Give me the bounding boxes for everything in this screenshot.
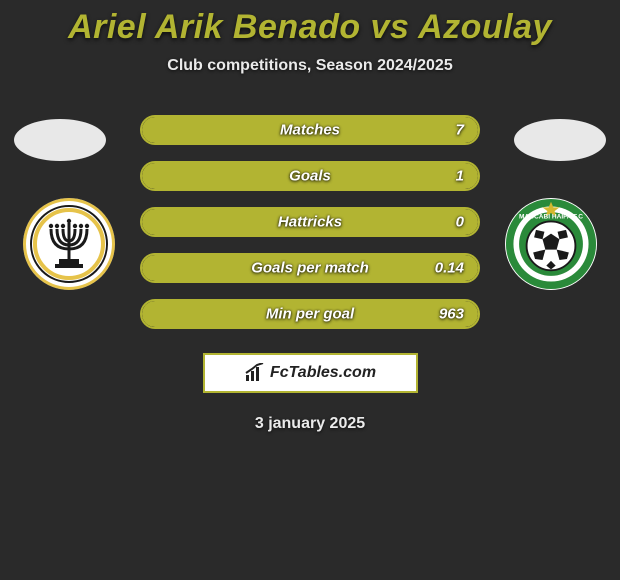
stat-row-min-per-goal: Min per goal 963: [140, 299, 480, 329]
stat-label: Matches: [280, 122, 340, 139]
stat-label: Min per goal: [266, 306, 354, 323]
stat-value: 1: [456, 168, 464, 185]
stat-value: 0: [456, 214, 464, 231]
stat-value: 7: [456, 122, 464, 139]
stat-row-hattricks: Hattricks 0: [140, 207, 480, 237]
brand-box[interactable]: FcTables.com: [203, 353, 418, 393]
club-badge-right: MACCABI HAIFA F.C: [502, 195, 600, 293]
comparison-title: Ariel Arik Benado vs Azoulay: [0, 8, 620, 47]
stat-label: Goals: [289, 168, 331, 185]
svg-text:MACCABI HAIFA F.C: MACCABI HAIFA F.C: [519, 214, 583, 221]
competition-subtitle: Club competitions, Season 2024/2025: [0, 57, 620, 75]
player-avatar-right: [510, 115, 610, 165]
stat-value: 0.14: [435, 260, 464, 277]
stat-rows: Matches 7 Goals 1 Hattricks 0 Goals per …: [140, 115, 480, 329]
stat-value: 963: [439, 306, 464, 323]
stat-row-goals-per-match: Goals per match 0.14: [140, 253, 480, 283]
bar-chart-icon: [244, 363, 266, 383]
brand-text: FcTables.com: [270, 364, 376, 382]
menorah-icon: [30, 205, 108, 283]
stat-row-goals: Goals 1: [140, 161, 480, 191]
stat-row-matches: Matches 7: [140, 115, 480, 145]
club-badge-left: [20, 195, 118, 293]
snapshot-date: 3 january 2025: [0, 415, 620, 433]
player-avatar-left: [10, 115, 110, 165]
comparison-content: MACCABI HAIFA F.C Matches 7 Goals 1 Hatt…: [0, 115, 620, 329]
stat-label: Goals per match: [251, 260, 369, 277]
stat-label: Hattricks: [278, 214, 342, 231]
soccer-ball-badge-icon: MACCABI HAIFA F.C: [505, 195, 597, 293]
